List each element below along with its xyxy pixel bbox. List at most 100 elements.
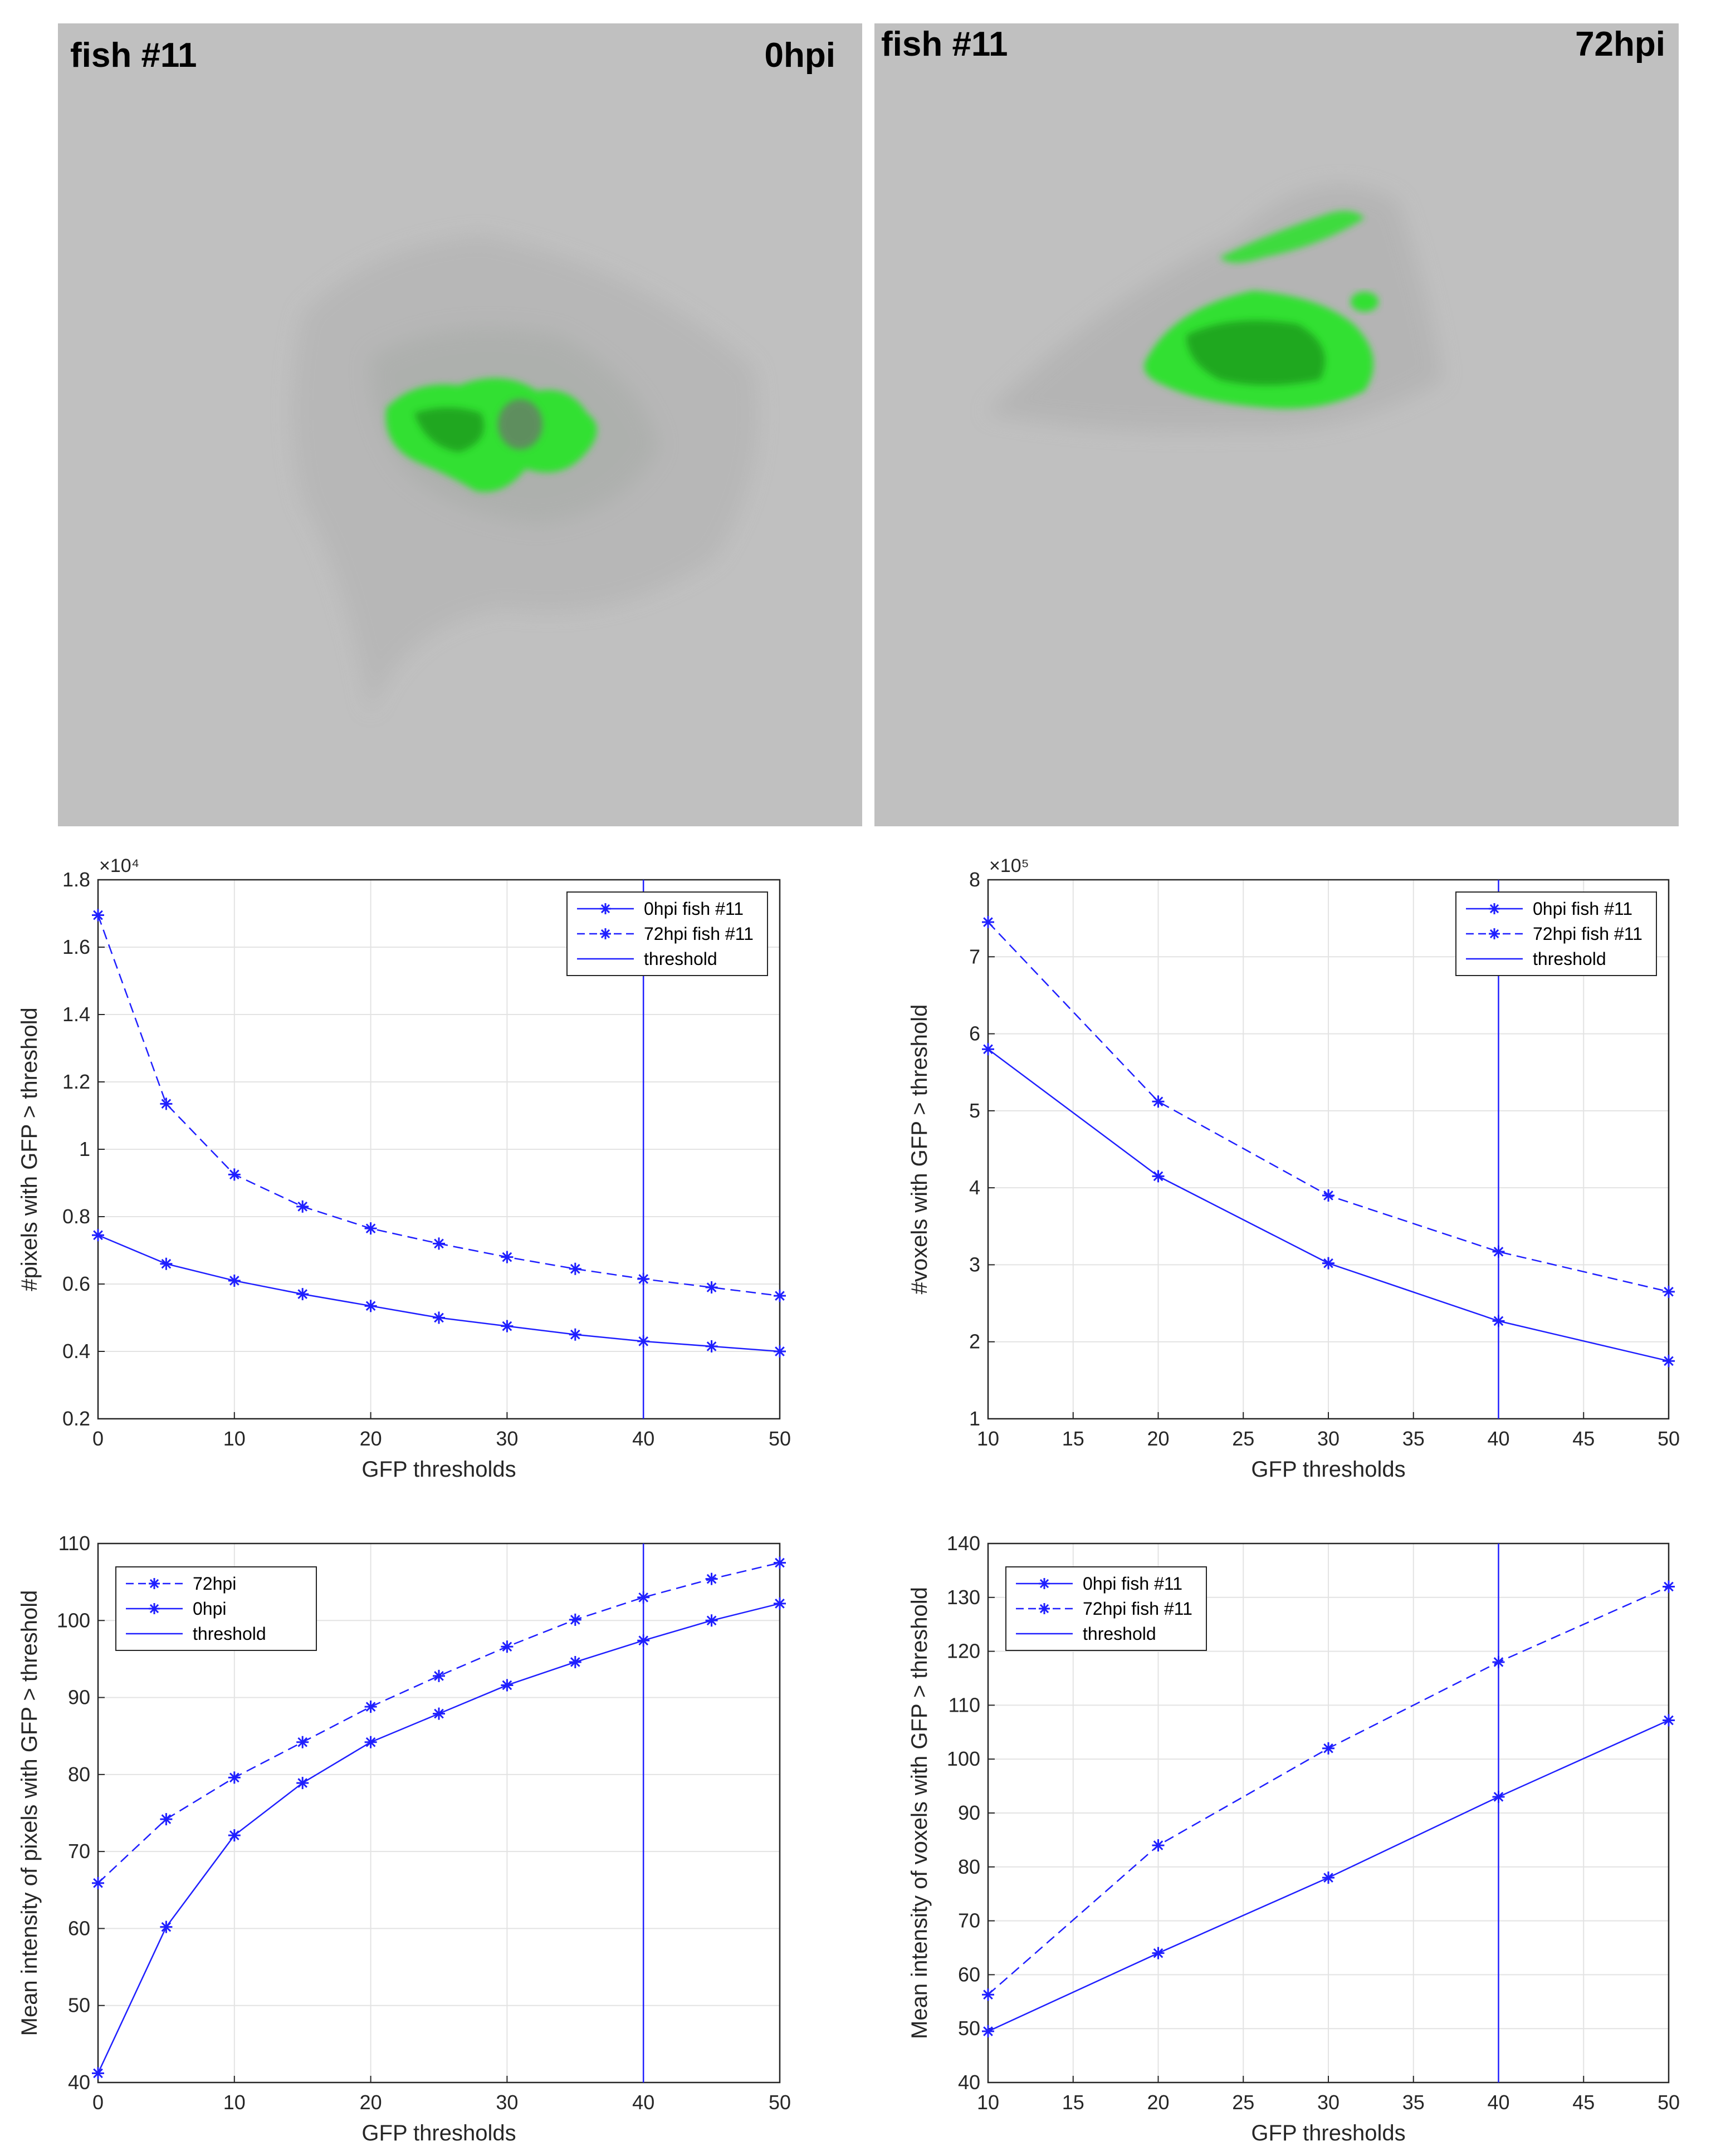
y-exponent-label: ×10⁵ bbox=[989, 855, 1029, 876]
data-point bbox=[364, 1701, 377, 1713]
fish-rendering-0hpi bbox=[292, 235, 758, 714]
data-point bbox=[160, 1920, 173, 1933]
time-label-0hpi: 0hpi bbox=[764, 36, 835, 75]
x-tick-label: 35 bbox=[1402, 1427, 1425, 1450]
x-tick-label: 30 bbox=[1317, 2091, 1340, 2114]
y-tick-label: 140 bbox=[947, 1532, 980, 1555]
fish-label-right: fish #11 bbox=[881, 25, 1008, 63]
data-point bbox=[92, 1876, 104, 1889]
data-point bbox=[364, 1736, 377, 1748]
legend-marker bbox=[1489, 928, 1500, 939]
data-point bbox=[1322, 1742, 1334, 1755]
legend-label: 0hpi fish #11 bbox=[1533, 899, 1632, 919]
gfp-signal-small-72 bbox=[1351, 292, 1378, 312]
data-point bbox=[1152, 1170, 1165, 1183]
legend-label: 72hpi bbox=[193, 1574, 236, 1594]
plot-frame bbox=[97, 1542, 781, 2084]
y-tick-label: 40 bbox=[68, 2071, 90, 2094]
y-tick-label: 50 bbox=[958, 2017, 980, 2040]
y-tick-label: 50 bbox=[68, 1994, 90, 2017]
y-tick-label: 100 bbox=[57, 1609, 90, 1631]
x-tick-label: 10 bbox=[977, 2091, 999, 2114]
y-tick-label: 1 bbox=[969, 1407, 980, 1430]
y-tick-label: 100 bbox=[947, 1747, 980, 1770]
x-tick-label: 40 bbox=[632, 2091, 654, 2114]
chart-1: 0 10 20 30 40 50 0.2 0.4 0.6 0.8 1 1.2 1.4 1.6 1.8 ×10⁴… bbox=[17, 855, 791, 1482]
y-tick-label: 2 bbox=[969, 1330, 980, 1353]
data-point bbox=[637, 1335, 650, 1347]
y-axis-title: #pixels with GFP > threshold bbox=[17, 1007, 42, 1291]
legend: 0hpi fish #11 72hpi fish #11 threshold bbox=[1455, 891, 1657, 976]
data-point bbox=[569, 1328, 581, 1341]
data-point bbox=[982, 2025, 994, 2038]
legend-label: 0hpi fish #11 bbox=[1083, 1574, 1182, 1594]
data-point bbox=[228, 1274, 241, 1287]
data-point bbox=[1492, 1245, 1505, 1258]
data-point bbox=[92, 2067, 104, 2080]
y-tick-label: 40 bbox=[958, 2071, 980, 2094]
x-tick-label: 30 bbox=[496, 2091, 518, 2114]
data-point bbox=[1152, 1839, 1165, 1852]
plot-frame bbox=[987, 879, 1670, 1420]
y-tick-label: 1.8 bbox=[62, 868, 90, 891]
y-axis-title: Mean intensity of voxels with GFP > thre… bbox=[907, 1587, 932, 2039]
y-tick-label: 4 bbox=[969, 1176, 980, 1199]
legend-label: 72hpi fish #11 bbox=[644, 924, 754, 944]
x-tick-label: 20 bbox=[360, 2091, 382, 2114]
data-point bbox=[296, 1777, 309, 1790]
y-tick-label: 70 bbox=[958, 1909, 980, 1932]
x-tick-label: 15 bbox=[1062, 2091, 1084, 2114]
data-point bbox=[433, 1311, 445, 1324]
data-point bbox=[1492, 1790, 1505, 1803]
data-point bbox=[501, 1679, 514, 1692]
y-tick-label: 0.4 bbox=[62, 1340, 90, 1363]
x-tick-label: 0 bbox=[92, 1427, 104, 1450]
data-point bbox=[501, 1251, 514, 1263]
y-tick-label: 1.6 bbox=[62, 935, 90, 958]
legend-label: 72hpi fish #11 bbox=[1083, 1599, 1192, 1619]
legend-label: threshold bbox=[193, 1624, 266, 1644]
gfp-signal-streak-72 bbox=[1220, 210, 1365, 263]
y-tick-label: 90 bbox=[68, 1686, 90, 1709]
data-point bbox=[705, 1340, 718, 1353]
x-tick-label: 10 bbox=[223, 1427, 246, 1450]
data-point bbox=[637, 1272, 650, 1285]
x-axis-title: GFP thresholds bbox=[1251, 1457, 1405, 1482]
data-point bbox=[228, 1168, 241, 1181]
time-label-72hpi: 72hpi bbox=[1575, 25, 1665, 63]
data-point bbox=[1663, 1355, 1675, 1368]
legend-marker bbox=[600, 928, 611, 939]
x-tick-label: 20 bbox=[360, 1427, 382, 1450]
y-tick-label: 8 bbox=[969, 868, 980, 891]
y-tick-label: 110 bbox=[949, 1693, 980, 1716]
data-point bbox=[1492, 1315, 1505, 1327]
x-tick-label: 50 bbox=[1658, 2091, 1680, 2114]
data-point bbox=[637, 1591, 650, 1604]
y-tick-label: 0.6 bbox=[62, 1272, 90, 1295]
y-tick-label: 80 bbox=[958, 1855, 980, 1878]
data-point bbox=[1322, 1189, 1334, 1202]
data-point bbox=[774, 1597, 786, 1610]
data-point bbox=[364, 1222, 377, 1235]
data-point bbox=[433, 1669, 445, 1682]
data-point bbox=[637, 1634, 650, 1647]
y-tick-label: 80 bbox=[68, 1763, 90, 1786]
y-axis-title: Mean intensity of pixels with GFP > thre… bbox=[17, 1590, 42, 2036]
legend-label: 0hpi bbox=[193, 1599, 227, 1619]
gfp-signal-dark bbox=[414, 408, 484, 452]
y-tick-label: 70 bbox=[68, 1840, 90, 1863]
data-point bbox=[705, 1614, 718, 1627]
legend-marker bbox=[1039, 1603, 1050, 1614]
legend-marker bbox=[149, 1578, 160, 1589]
data-point bbox=[501, 1640, 514, 1653]
image-panel-72hpi: fish #11 72hpi bbox=[874, 23, 1679, 826]
y-axis-title: #voxels with GFP > threshold bbox=[907, 1004, 932, 1295]
legend: 0hpi fish #11 72hpi fish #11 threshold bbox=[566, 891, 768, 976]
y-tick-label: 1.2 bbox=[62, 1070, 90, 1093]
y-exponent-label: ×10⁴ bbox=[99, 855, 139, 876]
x-tick-label: 10 bbox=[223, 2091, 246, 2114]
plot-frame bbox=[987, 1542, 1670, 2084]
y-tick-label: 5 bbox=[969, 1099, 980, 1122]
y-tick-label: 1 bbox=[79, 1138, 90, 1160]
